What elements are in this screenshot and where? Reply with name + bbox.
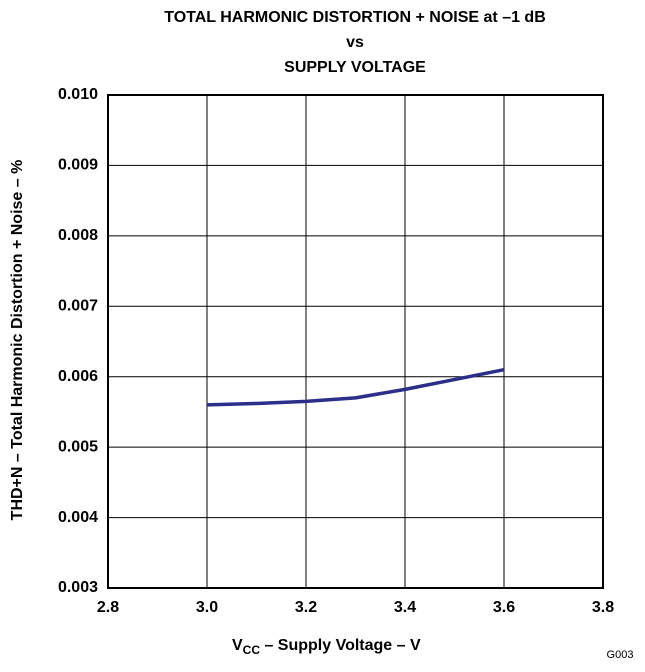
x-label-main: V [232, 637, 243, 654]
data-line [206, 367, 505, 407]
y-tick-label: 0.003 [58, 579, 98, 596]
x-tick-label: 2.8 [97, 599, 119, 616]
chart-title: vs [346, 34, 364, 51]
x-tick-label: 3.2 [295, 599, 317, 616]
y-tick-label: 0.004 [58, 509, 98, 526]
plot-frame [107, 94, 604, 589]
y-tick-label: 0.009 [58, 157, 98, 174]
y-tick-label: 0.010 [58, 86, 98, 103]
x-tick-label: 3.0 [196, 599, 218, 616]
x-tick-label: 3.4 [394, 599, 416, 616]
x-label-sub: CC [243, 643, 261, 657]
x-axis-label: VCC – Supply Voltage – V [232, 637, 421, 657]
y-tick-label: 0.005 [58, 438, 98, 455]
y-tick-label: 0.007 [58, 298, 98, 315]
x-label-rest: – Supply Voltage – V [260, 637, 421, 654]
chart-title: SUPPLY VOLTAGE [284, 59, 426, 76]
chart-title: TOTAL HARMONIC DISTORTION + NOISE at –1 … [164, 9, 546, 26]
y-tick-label: 0.008 [58, 227, 98, 244]
y-tick-label: 0.006 [58, 368, 98, 385]
y-axis-label: THD+N – Total Harmonic Distortion + Nois… [9, 160, 26, 521]
x-tick-label: 3.6 [493, 599, 515, 616]
x-tick-label: 3.8 [592, 599, 614, 616]
annotation: G003 [607, 649, 634, 661]
